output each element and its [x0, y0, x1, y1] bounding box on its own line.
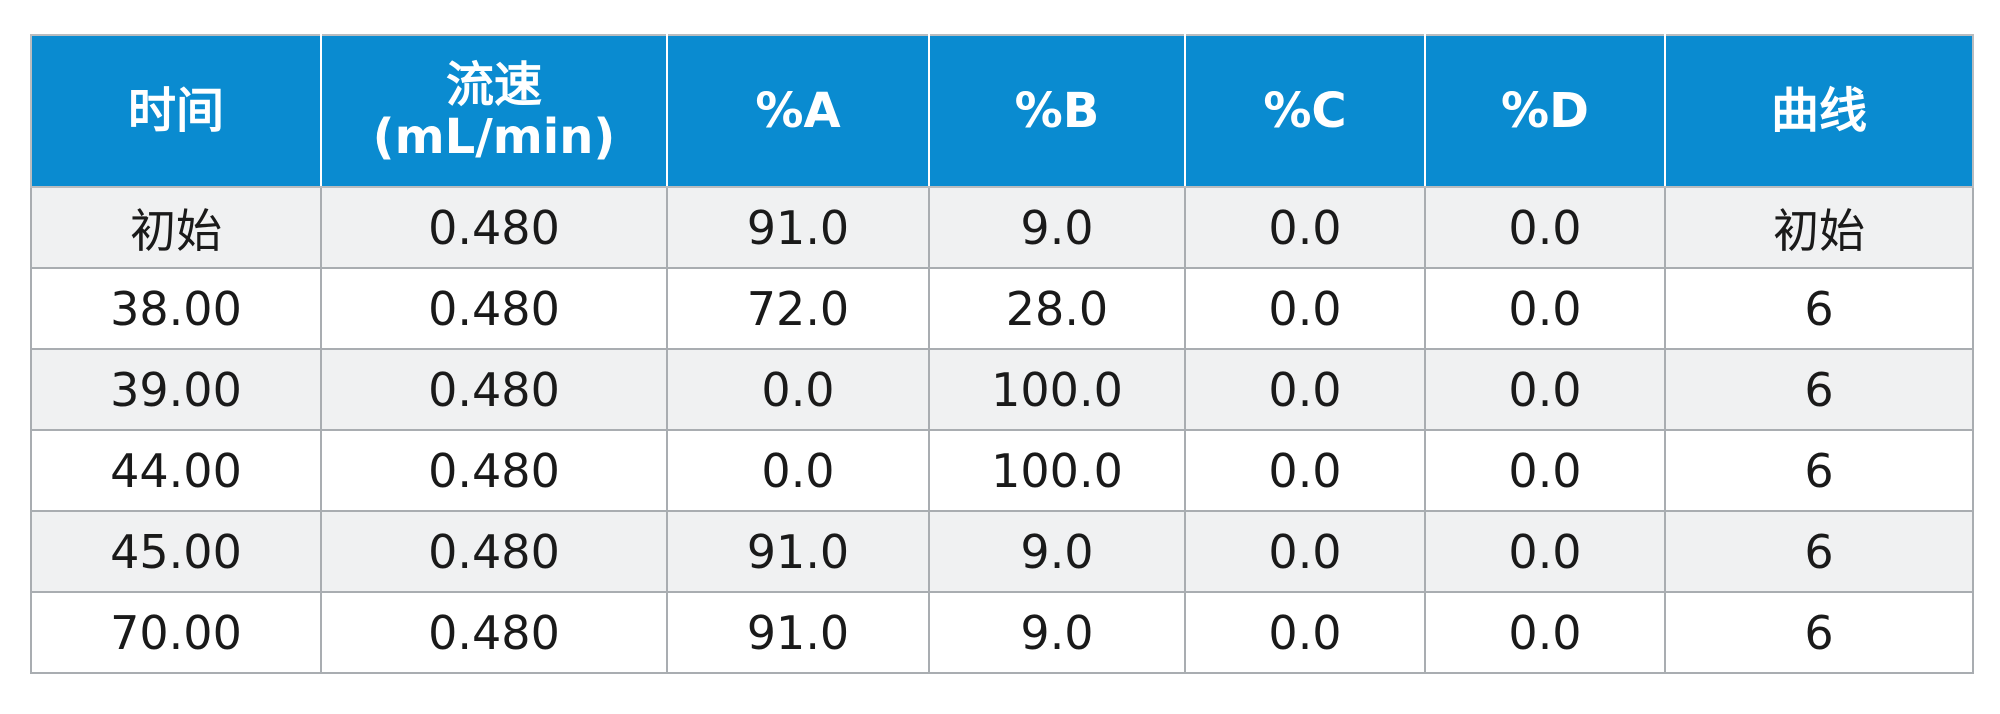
header-row: 时间 流速 (mL/min) %A %B %C %D 曲线 [30, 34, 1974, 188]
cell-flow-rate: 0.480 [320, 510, 668, 593]
cell-percent-d: 0.0 [1424, 510, 1666, 593]
cell-percent-b: 100.0 [928, 429, 1186, 512]
table-header: 时间 流速 (mL/min) %A %B %C %D 曲线 [30, 34, 1974, 188]
cell-percent-d: 0.0 [1424, 348, 1666, 431]
header-flow-rate: 流速 (mL/min) [320, 34, 668, 188]
cell-time: 70.00 [30, 591, 322, 674]
cell-flow-rate: 0.480 [320, 348, 668, 431]
cell-percent-d: 0.0 [1424, 186, 1666, 269]
header-percent-a: %A [666, 34, 930, 188]
cell-time: 39.00 [30, 348, 322, 431]
gradient-table-container: 时间 流速 (mL/min) %A %B %C %D 曲线 初始 0.480 91… [30, 34, 1974, 674]
cell-time: 38.00 [30, 267, 322, 350]
cell-percent-c: 0.0 [1184, 510, 1426, 593]
cell-percent-c: 0.0 [1184, 186, 1426, 269]
cell-percent-c: 0.0 [1184, 348, 1426, 431]
cell-percent-d: 0.0 [1424, 429, 1666, 512]
table-row: 45.00 0.480 91.0 9.0 0.0 0.0 6 [30, 510, 1974, 593]
table-row: 39.00 0.480 0.0 100.0 0.0 0.0 6 [30, 348, 1974, 431]
header-curve: 曲线 [1664, 34, 1974, 188]
cell-flow-rate: 0.480 [320, 429, 668, 512]
cell-percent-b: 9.0 [928, 591, 1186, 674]
header-percent-c: %C [1184, 34, 1426, 188]
cell-flow-rate: 0.480 [320, 591, 668, 674]
cell-curve: 6 [1664, 267, 1974, 350]
table-row: 38.00 0.480 72.0 28.0 0.0 0.0 6 [30, 267, 1974, 350]
cell-percent-d: 0.0 [1424, 267, 1666, 350]
cell-percent-a: 91.0 [666, 186, 930, 269]
cell-curve: 6 [1664, 429, 1974, 512]
header-percent-b: %B [928, 34, 1186, 188]
cell-time: 45.00 [30, 510, 322, 593]
cell-percent-b: 9.0 [928, 186, 1186, 269]
cell-percent-c: 0.0 [1184, 429, 1426, 512]
header-percent-d: %D [1424, 34, 1666, 188]
cell-percent-d: 0.0 [1424, 591, 1666, 674]
cell-percent-b: 28.0 [928, 267, 1186, 350]
cell-percent-a: 91.0 [666, 591, 930, 674]
cell-percent-c: 0.0 [1184, 591, 1426, 674]
gradient-table: 时间 流速 (mL/min) %A %B %C %D 曲线 初始 0.480 91… [30, 34, 1974, 674]
cell-percent-a: 72.0 [666, 267, 930, 350]
table-row: 初始 0.480 91.0 9.0 0.0 0.0 初始 [30, 186, 1974, 269]
table-body: 初始 0.480 91.0 9.0 0.0 0.0 初始 38.00 0.480… [30, 186, 1974, 674]
cell-percent-a: 0.0 [666, 348, 930, 431]
cell-flow-rate: 0.480 [320, 267, 668, 350]
table-row: 44.00 0.480 0.0 100.0 0.0 0.0 6 [30, 429, 1974, 512]
cell-time: 初始 [30, 186, 322, 269]
cell-percent-a: 0.0 [666, 429, 930, 512]
cell-percent-a: 91.0 [666, 510, 930, 593]
cell-flow-rate: 0.480 [320, 186, 668, 269]
cell-percent-c: 0.0 [1184, 267, 1426, 350]
cell-percent-b: 9.0 [928, 510, 1186, 593]
cell-curve: 6 [1664, 591, 1974, 674]
cell-time: 44.00 [30, 429, 322, 512]
header-time: 时间 [30, 34, 322, 188]
table-row: 70.00 0.480 91.0 9.0 0.0 0.0 6 [30, 591, 1974, 674]
cell-curve: 6 [1664, 348, 1974, 431]
cell-curve: 6 [1664, 510, 1974, 593]
cell-percent-b: 100.0 [928, 348, 1186, 431]
cell-curve: 初始 [1664, 186, 1974, 269]
